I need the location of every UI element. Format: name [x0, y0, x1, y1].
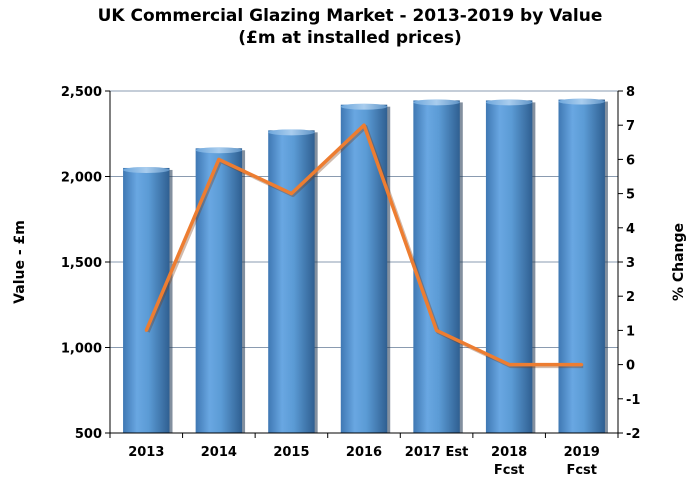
- bar-cap: [268, 129, 315, 136]
- y-tick-label: 500: [75, 427, 102, 442]
- x-tick-label: 2019: [564, 445, 600, 460]
- y2-tick-label: 2: [626, 290, 635, 305]
- y-tick-label: 2,500: [61, 85, 102, 100]
- x-tick-label: 2018: [491, 445, 527, 460]
- y2-tick-label: 0: [626, 359, 635, 374]
- bar-2019-fcst: [558, 99, 605, 434]
- y-tick-label: 2,000: [61, 171, 102, 186]
- bar-2013: [123, 167, 170, 433]
- line-point: [289, 192, 293, 196]
- line-point: [507, 363, 511, 367]
- x-tick-label: 2015: [273, 445, 309, 460]
- bar-2018-fcst: [485, 100, 533, 433]
- y2-tick-label: -1: [626, 393, 640, 408]
- bar-cap: [413, 99, 460, 106]
- y-axis-label: Value - £m: [12, 220, 28, 304]
- x-tick-label: 2013: [128, 445, 164, 460]
- y2-tick-label: 8: [626, 85, 635, 100]
- y2-axis-label: % Change: [671, 223, 687, 301]
- line-point: [580, 363, 584, 367]
- line-point: [217, 157, 221, 161]
- bar-cap: [558, 98, 605, 105]
- bar-cap: [195, 147, 243, 154]
- bar-cap: [123, 166, 170, 173]
- y2-tick-label: 3: [626, 256, 635, 271]
- y-tick-label: 1,000: [61, 342, 102, 357]
- line-point: [362, 123, 366, 127]
- x-tick-label: 2014: [201, 445, 237, 460]
- bar-cap: [340, 103, 388, 110]
- y2-tick-label: 1: [626, 324, 635, 339]
- x-tick-label: 2016: [346, 445, 382, 460]
- y2-tick-label: 7: [626, 119, 635, 134]
- bar-2016: [340, 104, 388, 434]
- chart-title: UK Commercial Glazing Market - 2013-2019…: [97, 6, 603, 26]
- y2-tick-label: -2: [626, 427, 640, 442]
- y2-tick-label: 6: [626, 153, 635, 168]
- x-tick-label: Fcst: [566, 463, 597, 478]
- bar-2017-est: [413, 100, 460, 433]
- chart-subtitle: (£m at installed prices): [238, 28, 462, 48]
- bar-2015: [268, 130, 315, 433]
- y2-tick-label: 4: [626, 222, 635, 237]
- line-point: [144, 328, 148, 332]
- bar-cap: [485, 99, 533, 106]
- x-tick-label: 2017 Est: [405, 445, 469, 460]
- y2-tick-label: 5: [626, 188, 635, 203]
- x-tick-label: Fcst: [494, 463, 525, 478]
- line-point: [435, 328, 439, 332]
- y-tick-label: 1,500: [61, 256, 102, 271]
- bar-2014: [195, 148, 243, 433]
